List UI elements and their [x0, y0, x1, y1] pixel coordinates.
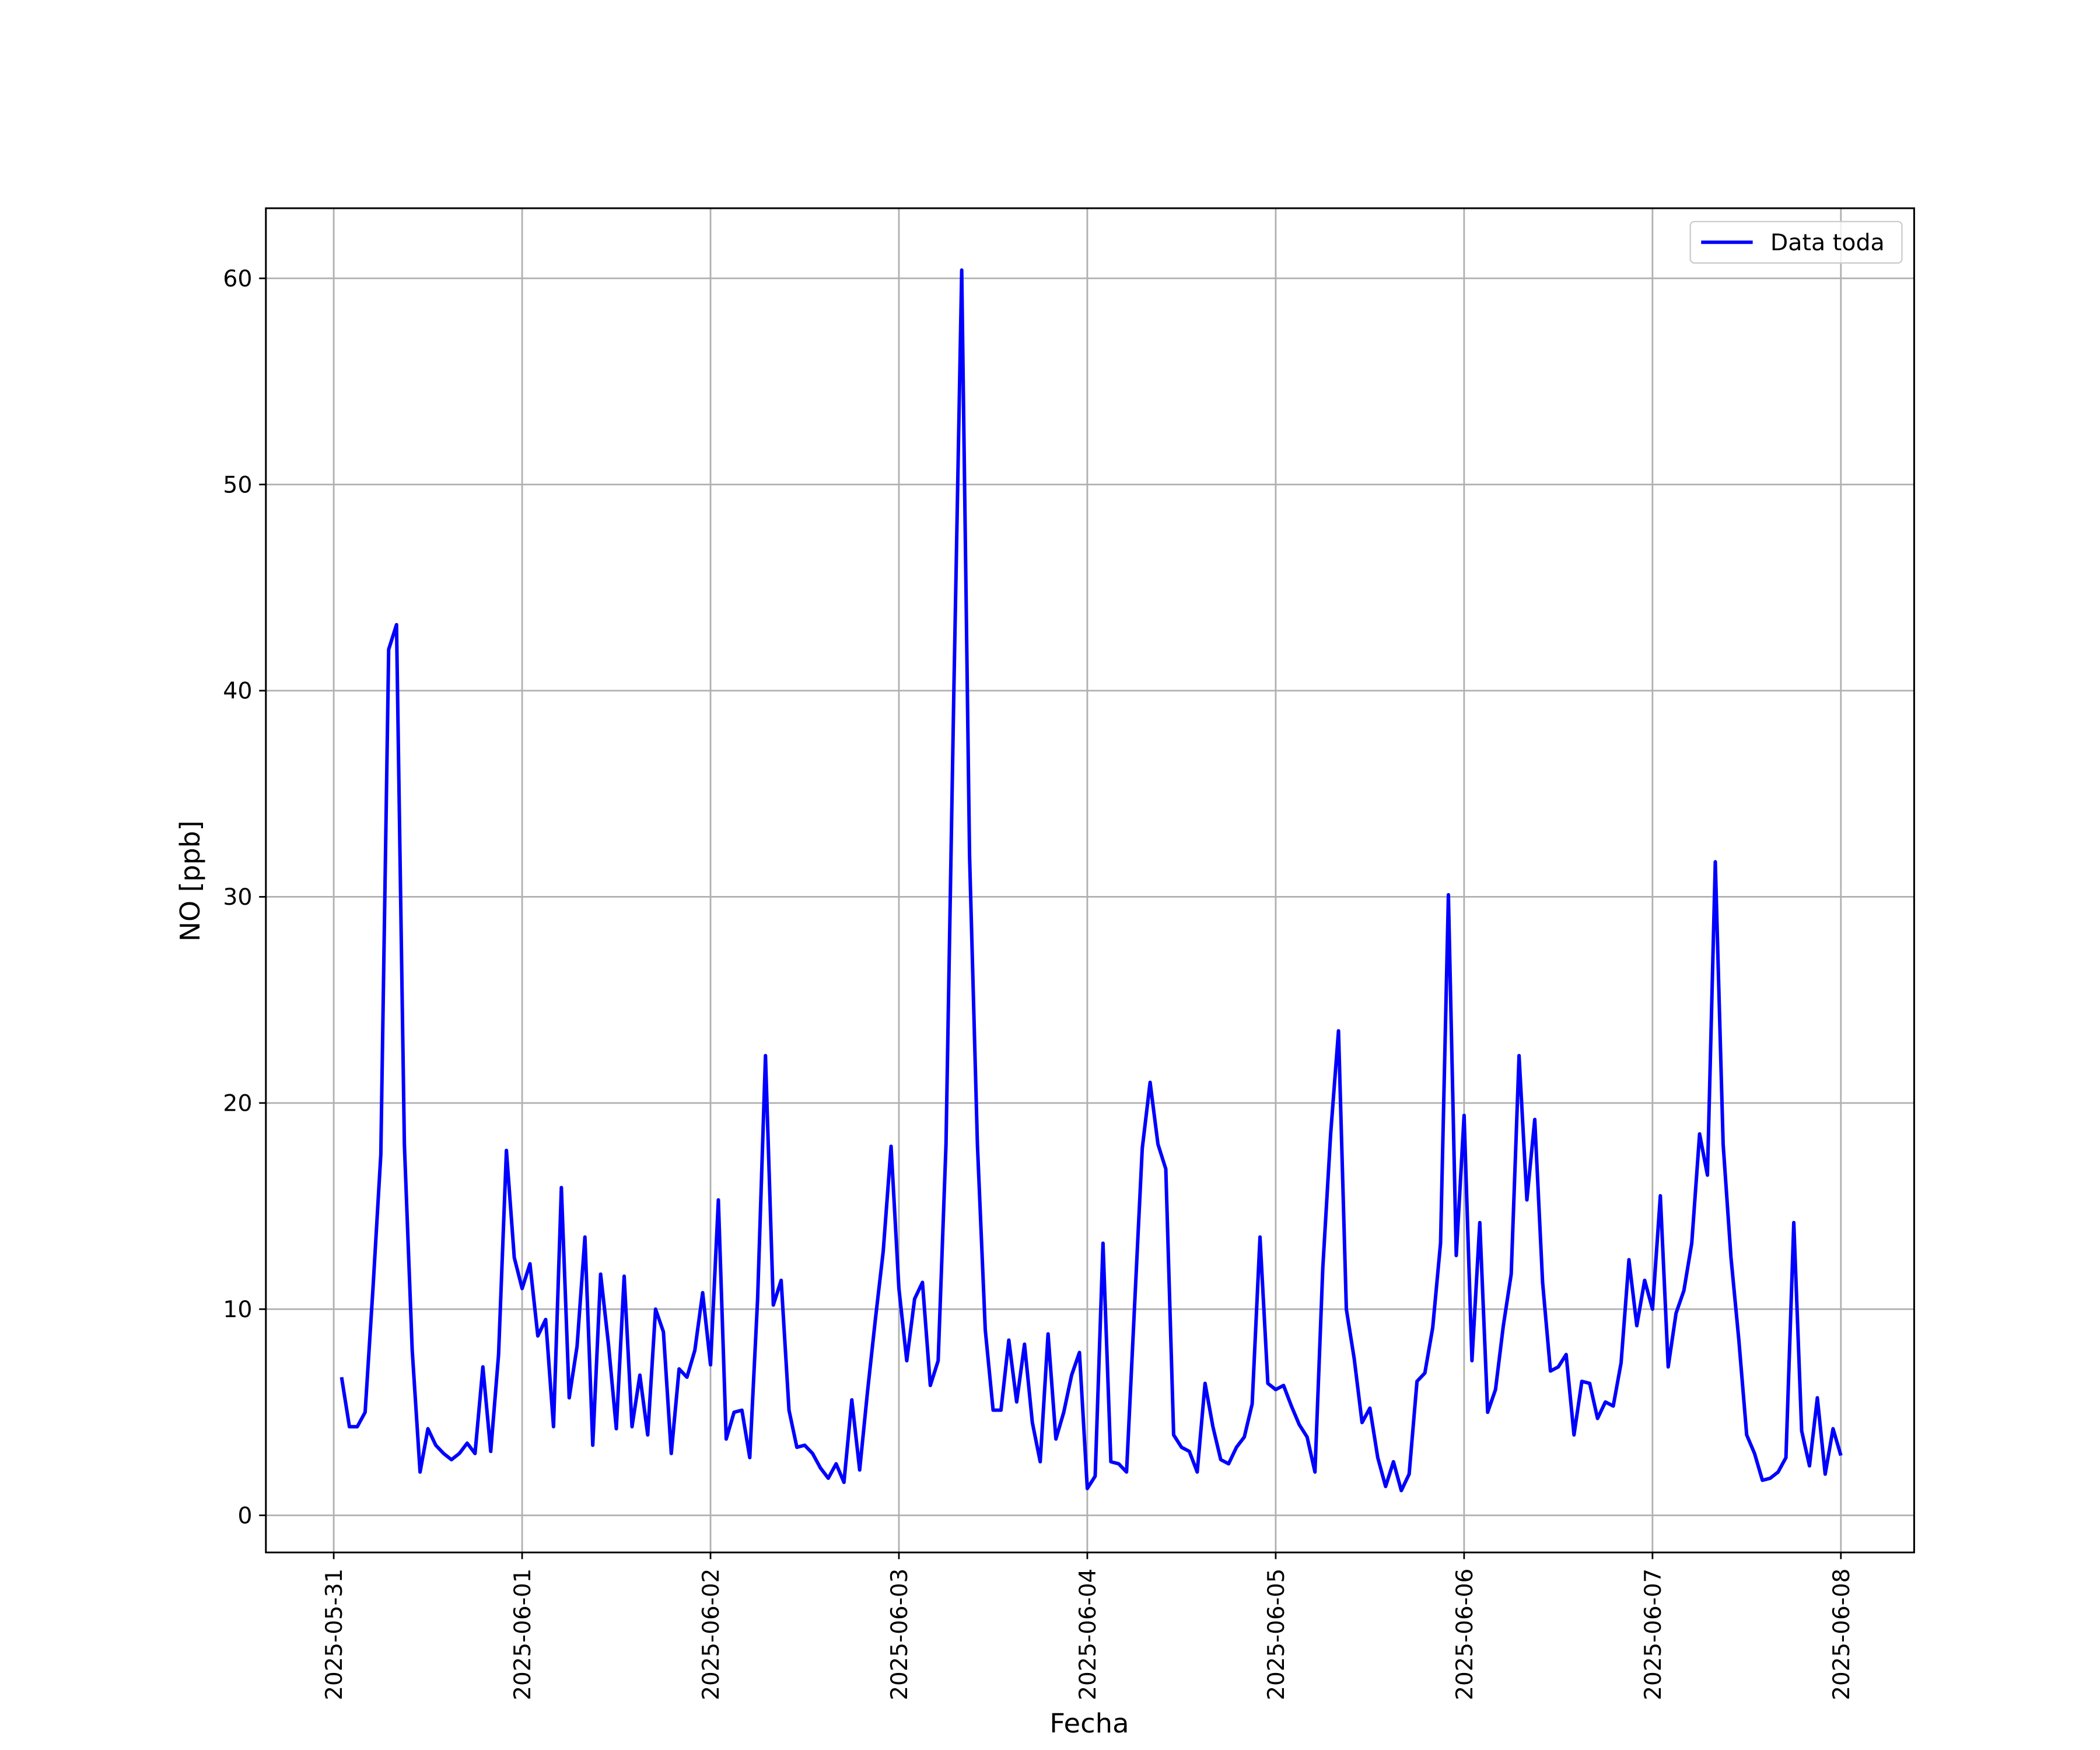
x-tick-label: 2025-05-31	[321, 1569, 348, 1700]
y-tick-label: 20	[223, 1091, 252, 1117]
x-tick-label: 2025-06-03	[887, 1569, 913, 1700]
y-tick-label: 10	[223, 1297, 252, 1323]
x-tick-label: 2025-06-07	[1640, 1569, 1667, 1700]
plot-lines	[340, 268, 1843, 1493]
y-tick-label: 0	[237, 1503, 252, 1530]
legend-box	[1689, 220, 1903, 264]
y-axis-label: NO [ppb]	[174, 820, 206, 942]
legend: Data toda	[1689, 220, 1903, 264]
x-tick-label: 2025-06-06	[1452, 1569, 1478, 1700]
y-tick-label: 50	[223, 473, 252, 499]
x-tick-label: 2025-06-02	[698, 1569, 724, 1700]
x-tick-label: 2025-06-08	[1828, 1569, 1854, 1700]
y-tick-label: 60	[223, 266, 252, 292]
y-tick-label: 40	[223, 678, 252, 705]
x-axis-label: Fecha	[1049, 1708, 1129, 1740]
ticks: 0 10 20 30 40 50 60 2025-05-31 2025-06-01 2025-06…	[223, 266, 1855, 1700]
x-tick-label: 2025-06-04	[1075, 1569, 1101, 1700]
data-line	[340, 268, 1843, 1493]
x-tick-label: 2025-06-01	[510, 1569, 536, 1700]
legend-label: Data toda	[1770, 230, 1885, 256]
plot-frame	[265, 207, 1915, 1553]
x-tick-label: 2025-06-05	[1264, 1569, 1290, 1700]
y-tick-label: 30	[223, 884, 252, 911]
